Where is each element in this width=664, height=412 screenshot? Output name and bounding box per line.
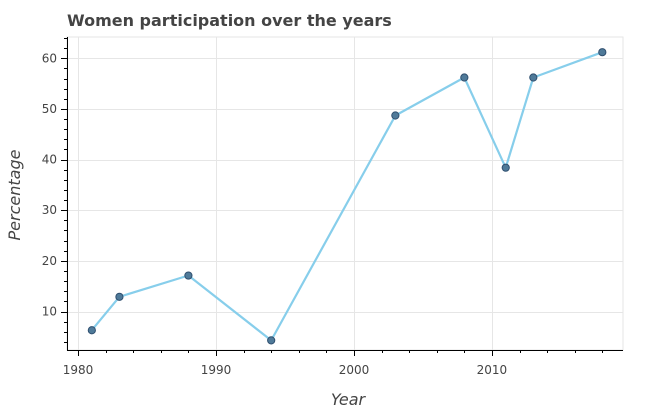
data-point	[185, 272, 192, 279]
x-axis-title: Year	[331, 390, 367, 409]
data-point	[461, 74, 468, 81]
y-tick-label: 10	[42, 305, 57, 319]
y-tick-label: 60	[42, 51, 57, 65]
y-tick-label: 40	[42, 153, 57, 167]
chart-title: Women participation over the years	[67, 11, 392, 30]
data-point	[268, 337, 275, 344]
y-axis-title: Percentage	[5, 149, 24, 240]
series-layer	[88, 49, 606, 344]
data-point	[88, 327, 95, 334]
data-point	[116, 293, 123, 300]
y-tick-label: 30	[42, 203, 57, 217]
grid	[67, 37, 623, 350]
data-point	[502, 164, 509, 171]
series-line	[92, 52, 603, 340]
data-point	[599, 49, 606, 56]
x-tick-label: 2000	[339, 363, 370, 377]
data-point	[392, 112, 399, 119]
data-point	[530, 74, 537, 81]
x-tick-label: 2010	[477, 363, 508, 377]
y-tick-label: 20	[42, 254, 57, 268]
plot-frame	[67, 37, 623, 350]
x-tick-label: 1980	[63, 363, 94, 377]
x-tick-label: 1990	[201, 363, 232, 377]
y-tick-label: 50	[42, 102, 57, 116]
